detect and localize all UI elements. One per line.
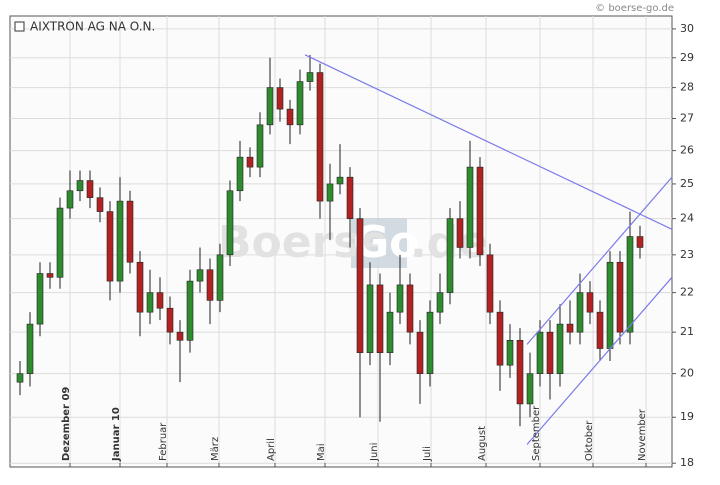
candle-body bbox=[536, 331, 544, 374]
candle-body bbox=[626, 236, 634, 333]
credit: © boerse-go.de bbox=[595, 3, 674, 14]
y-tick-label: 28 bbox=[680, 81, 694, 94]
candle-body bbox=[306, 72, 314, 82]
candle-body bbox=[276, 87, 284, 110]
x-tick-label: Juni bbox=[369, 443, 380, 462]
y-tick-label: 21 bbox=[680, 325, 694, 338]
candle-body bbox=[26, 323, 34, 374]
candle-body bbox=[476, 166, 484, 256]
x-tick-label: November bbox=[637, 408, 648, 461]
candle-body bbox=[176, 331, 184, 341]
x-tick-label: September bbox=[531, 405, 542, 461]
candle-body bbox=[586, 292, 594, 313]
y-tick-label: 26 bbox=[680, 144, 694, 157]
candle-body bbox=[126, 200, 134, 263]
x-tick-label: März bbox=[210, 437, 221, 461]
candle-body bbox=[156, 292, 164, 309]
candle-body bbox=[466, 166, 474, 248]
candle-body bbox=[56, 207, 64, 278]
y-tick-label: 19 bbox=[680, 410, 694, 423]
y-tick-label: 23 bbox=[680, 248, 694, 261]
candle-body bbox=[366, 284, 374, 353]
x-tick-label: Mai bbox=[316, 443, 327, 461]
candle-body bbox=[16, 373, 24, 383]
trend-line bbox=[304, 54, 673, 230]
candle-body bbox=[36, 273, 44, 325]
x-tick-label: Januar 10 bbox=[111, 407, 122, 462]
grid bbox=[10, 16, 672, 467]
y-tick-label: 27 bbox=[680, 112, 694, 125]
y-tick-label: 24 bbox=[680, 212, 694, 225]
legend-box bbox=[14, 21, 25, 32]
candle-body bbox=[486, 254, 494, 313]
candle-body bbox=[316, 72, 324, 202]
candle-body bbox=[526, 373, 534, 405]
candle-body bbox=[356, 218, 364, 353]
candle-body bbox=[106, 211, 114, 282]
candle-body bbox=[66, 190, 74, 209]
candle-body bbox=[386, 311, 394, 353]
candle-body bbox=[286, 108, 294, 126]
x-tick-label: Oktober bbox=[584, 420, 595, 461]
candle-body bbox=[506, 339, 514, 366]
candle-body bbox=[546, 331, 554, 374]
candle-body bbox=[576, 292, 584, 333]
candle-body bbox=[86, 180, 94, 198]
candle-body bbox=[46, 273, 54, 278]
candle-body bbox=[206, 269, 214, 301]
candle-body bbox=[436, 292, 444, 313]
candle-body bbox=[266, 87, 274, 126]
candle-body bbox=[256, 124, 264, 168]
candle-body bbox=[186, 280, 194, 341]
candle-body bbox=[96, 197, 104, 212]
y-tick-label: 22 bbox=[680, 286, 694, 299]
x-tick-label: Juli bbox=[422, 446, 433, 462]
candle-body bbox=[516, 339, 524, 405]
x-tick-label: Februar bbox=[158, 422, 169, 461]
x-tick-label: August bbox=[477, 426, 488, 461]
candle-body bbox=[146, 292, 154, 313]
y-tick-label: 30 bbox=[680, 22, 694, 35]
candle-body bbox=[616, 261, 624, 333]
candle-body bbox=[606, 261, 614, 349]
candle-body bbox=[326, 183, 334, 202]
candle-body bbox=[336, 176, 344, 185]
candle-body bbox=[376, 284, 384, 353]
candle-body bbox=[166, 307, 174, 333]
candle-body bbox=[76, 180, 84, 192]
y-tick-label: 20 bbox=[680, 367, 694, 380]
trend-line bbox=[526, 276, 673, 445]
y-tick-label: 29 bbox=[680, 51, 694, 64]
x-tick-label: Dezember 09 bbox=[61, 387, 72, 461]
candle-body bbox=[496, 311, 504, 366]
trend-line bbox=[526, 176, 673, 345]
y-tick-label: 25 bbox=[680, 177, 694, 190]
x-tick-label: April bbox=[266, 438, 277, 461]
candle-body bbox=[456, 218, 464, 248]
candle-body bbox=[426, 311, 434, 374]
y-tick-label: 18 bbox=[680, 456, 694, 469]
candle-body bbox=[196, 269, 204, 282]
candle-body bbox=[246, 156, 254, 168]
candle-body bbox=[446, 218, 454, 293]
candles bbox=[16, 54, 673, 445]
candle-body bbox=[566, 323, 574, 333]
candle-body bbox=[136, 261, 144, 313]
candle-body bbox=[636, 236, 644, 248]
watermark-text: Go bbox=[353, 217, 419, 268]
candle-body bbox=[396, 284, 404, 313]
candle-body bbox=[296, 81, 304, 126]
chart-title: AIXTRON AG NA O.N. bbox=[30, 20, 155, 34]
candle-body bbox=[116, 200, 124, 282]
candle-body bbox=[406, 284, 414, 333]
candle-body bbox=[236, 156, 244, 192]
candle-body bbox=[416, 331, 424, 374]
candle-body bbox=[216, 254, 224, 301]
candle-body bbox=[226, 190, 234, 256]
candle-body bbox=[596, 311, 604, 349]
candle-body bbox=[556, 323, 564, 374]
candle-body bbox=[346, 176, 354, 219]
